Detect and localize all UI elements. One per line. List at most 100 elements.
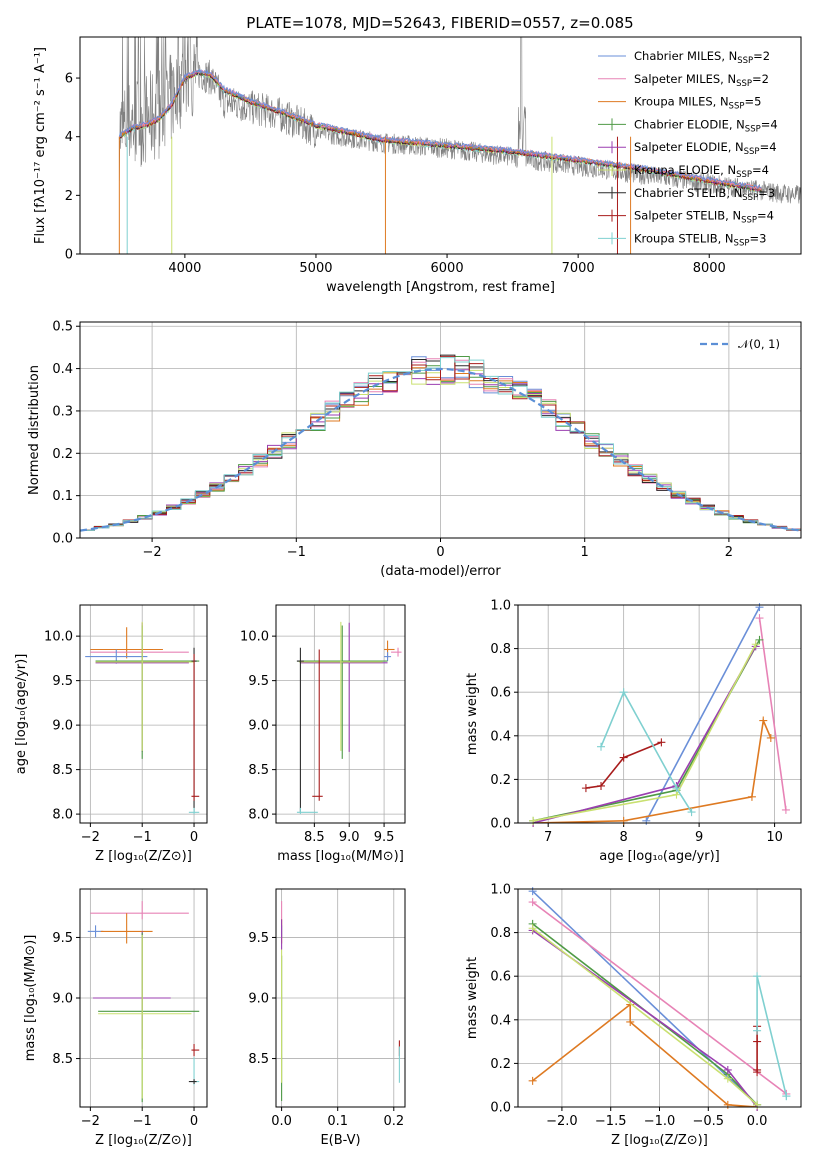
- y-axis-label: age [log₁₀(age/yr)]: [14, 654, 29, 775]
- spectrum-axes: 4000 5000 6000 7000 8000 0 2 4 6 wavelength [Angs…: [33, 47, 726, 295]
- data-point-salpeter_miles: [755, 614, 764, 623]
- data-point-kroupa_stelib: [672, 784, 681, 793]
- x-tick-label: 9: [695, 830, 703, 845]
- x-tick-label: 7: [544, 830, 552, 845]
- y-tick-label: 0: [65, 248, 73, 263]
- data-point-salpeter_elodie: [723, 1065, 732, 1074]
- y-tick-label: 0.3: [52, 404, 73, 419]
- data-point-kroupa_stelib: [597, 742, 606, 751]
- x-tick-label: −1.0: [644, 1114, 676, 1129]
- legend-label-chabrier_elodie: Chabrier ELODIE, NSSP=4: [634, 117, 778, 134]
- data-point-kroupa_elodie: [528, 924, 537, 933]
- series-line-salpeter_miles: [758, 617, 787, 811]
- mass_weight_vs_Z-axes: −2.0 −1.5 −1.0 −0.5 0.0 0.0 0.2 0.4 0.6 0.8 1.0 Z […: [465, 883, 801, 1148]
- x-tick-label: −2: [81, 830, 100, 845]
- legend-subscript: SSP: [736, 79, 752, 89]
- x-tick-label: 8.5: [304, 830, 325, 845]
- y-tick-label: 9.5: [248, 931, 269, 946]
- age_vs_Z-frame: [79, 604, 208, 824]
- mass_weight_vs_Z-frame: [517, 888, 802, 1108]
- data-point-kroupa_elodie: [529, 816, 538, 825]
- y-tick-label: 0.2: [490, 773, 511, 788]
- legend-label-kroupa_stelib: Kroupa STELIB, NSSP=3: [634, 231, 766, 248]
- x-tick-label: −2: [143, 545, 162, 560]
- legend-tail: =3: [749, 231, 766, 245]
- x-tick-label: −2.0: [546, 1114, 578, 1129]
- x-tick-label: 10: [766, 830, 783, 845]
- x-tick-label: 7000: [562, 261, 595, 276]
- y-tick-label: 0.4: [490, 1013, 511, 1028]
- data-point-kroupa_miles: [626, 1017, 635, 1026]
- legend-tail: =4: [760, 140, 777, 154]
- legend-text: Chabrier ELODIE, N: [634, 117, 745, 131]
- y-tick-label: 0.6: [490, 686, 511, 701]
- x-tick-label: 6000: [431, 261, 464, 276]
- x-axis-label: age [log₁₀(age/yr)]: [599, 849, 720, 864]
- legend-tail: =5: [744, 95, 761, 109]
- y-tick-label: 0.8: [490, 642, 511, 657]
- legend-label-kroupa_miles: Kroupa MILES, NSSP=5: [634, 95, 761, 112]
- age_vs_mass-axes: 8.5 9.0 9.5 8.0 8.5 9.0 9.5 10.0 mass [log₁₀(M/M…: [240, 605, 405, 864]
- y-tick-label: 0.0: [490, 817, 511, 832]
- y-tick-label: 9.0: [52, 992, 73, 1007]
- y-tick-label: 9.0: [52, 719, 73, 734]
- data-point-chabrier_miles: [642, 816, 651, 825]
- legend-subscript: SSP: [736, 170, 752, 180]
- data-point-kroupa_stelib: [753, 1026, 762, 1035]
- legend-subscript: SSP: [737, 56, 753, 66]
- legend-label-salpeter_stelib: Salpeter STELIB, NSSP=4: [634, 209, 774, 226]
- data-point-salpeter_miles: [781, 805, 790, 814]
- data-point-kroupa_miles: [766, 733, 775, 742]
- data-point-salpeter_stelib: [597, 781, 606, 790]
- y-tick-label: 8.5: [52, 763, 73, 778]
- mass_vs_ebv-frame: [275, 888, 406, 1108]
- x-tick-label: −2: [81, 1114, 100, 1129]
- x-tick-label: −1: [133, 1114, 152, 1129]
- x-tick-label: −1: [133, 830, 152, 845]
- legend-subscript: SSP: [734, 238, 750, 248]
- series-line-salpeter_elodie: [532, 929, 758, 1107]
- x-tick-label: 9.5: [374, 830, 395, 845]
- y-tick-label: 0.5: [52, 320, 73, 335]
- y-tick-label: 9.5: [248, 674, 269, 689]
- legend-text: Salpeter STELIB, N: [634, 209, 741, 223]
- legend-text: Kroupa ELODIE, N: [634, 163, 736, 177]
- legend-text: Chabrier MILES, N: [634, 49, 737, 63]
- y-tick-label: 10.0: [44, 630, 73, 645]
- legend-tail: =4: [752, 163, 769, 177]
- data-point-kroupa_stelib: [687, 808, 696, 817]
- x-axis-label: wavelength [Angstrom, rest frame]: [326, 280, 555, 295]
- x-axis-label: Z [log₁₀(Z/Z⊙)]: [95, 1133, 192, 1148]
- data-point-kroupa_stelib: [782, 1092, 791, 1101]
- y-tick-label: 8.5: [248, 1052, 269, 1067]
- series-line-chabrier_miles: [532, 890, 758, 1106]
- y-axis-label: mass weight: [465, 957, 480, 1039]
- x-tick-label: 0: [190, 1114, 198, 1129]
- x-tick-label: −1: [287, 545, 306, 560]
- legend-subscript: SSP: [745, 124, 761, 134]
- x-tick-label: 0.2: [383, 1114, 404, 1129]
- series-line-kroupa_stelib: [756, 976, 788, 1097]
- x-tick-label: −1.5: [595, 1114, 627, 1129]
- x-tick-label: 0: [436, 545, 444, 560]
- y-tick-label: 1.0: [490, 883, 511, 898]
- legend-text: Kroupa STELIB, N: [634, 231, 734, 245]
- x-tick-label: 4000: [168, 261, 201, 276]
- x-axis-label: Z [log₁₀(Z/Z⊙)]: [95, 849, 192, 864]
- series-line-salpeter_stelib: [585, 741, 662, 789]
- legend-label-gaussian: 𝒩(0, 1): [738, 337, 780, 351]
- legend-tail: =2: [753, 49, 770, 63]
- y-tick-label: 9.0: [248, 992, 269, 1007]
- mass_vs_Z-frame: [79, 888, 208, 1108]
- legend-label-chabrier_miles: Chabrier MILES, NSSP=2: [634, 49, 770, 66]
- x-tick-label: 9.0: [339, 830, 360, 845]
- gaussian-reference-curve: [80, 367, 801, 532]
- data-point-kroupa_miles: [528, 1076, 537, 1085]
- legend-tail: =4: [757, 209, 774, 223]
- x-tick-label: 8: [620, 830, 628, 845]
- x-tick-label: 8000: [693, 261, 726, 276]
- series-line-kroupa_elodie: [532, 927, 758, 1106]
- x-tick-label: 0.1: [327, 1114, 348, 1129]
